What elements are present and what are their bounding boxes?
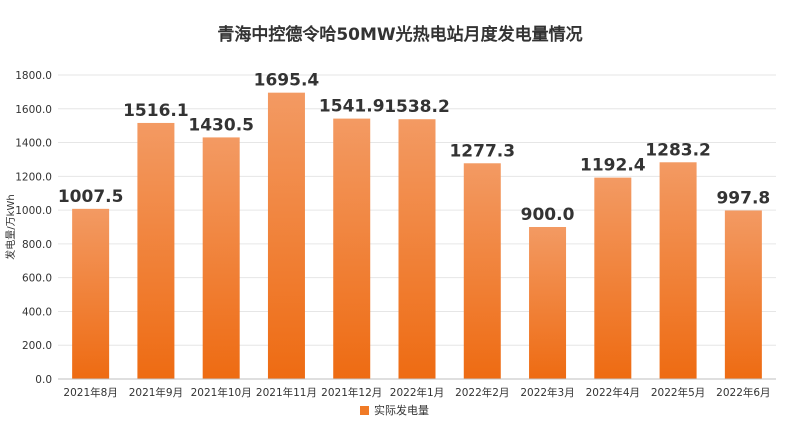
y-tick-label: 0.0 bbox=[35, 374, 52, 386]
x-tick-label: 2021年8月 bbox=[63, 386, 117, 399]
y-tick-label: 1800.0 bbox=[15, 70, 52, 82]
data-label: 1007.5 bbox=[58, 187, 124, 207]
x-tick-label: 2022年4月 bbox=[586, 386, 640, 399]
bar bbox=[659, 162, 697, 379]
legend: 实际发电量 bbox=[360, 403, 429, 417]
data-label: 1277.3 bbox=[449, 141, 515, 161]
data-label: 1541.9 bbox=[319, 97, 385, 117]
x-axis-ticks: 2021年8月 2021年9月 2021年10月 2021年11月 2021年12月 20… bbox=[63, 386, 770, 399]
bar bbox=[398, 119, 436, 379]
bar bbox=[594, 177, 632, 379]
x-tick-label: 2021年10月 bbox=[191, 386, 252, 399]
y-tick-label: 200.0 bbox=[22, 340, 52, 352]
bar bbox=[724, 210, 762, 379]
bar bbox=[72, 208, 110, 379]
x-tick-label: 2022年5月 bbox=[651, 386, 705, 399]
data-label: 1516.1 bbox=[123, 101, 189, 121]
x-tick-label: 2022年6月 bbox=[716, 386, 770, 399]
y-axis-ticks: 0.0 200.0 400.0 600.0 800.0 1000.0 1200.0 1400.… bbox=[15, 70, 52, 386]
bar bbox=[137, 122, 175, 379]
x-tick-label: 2022年3月 bbox=[520, 386, 574, 399]
data-label: 1192.4 bbox=[580, 156, 646, 176]
y-tick-label: 1400.0 bbox=[15, 138, 52, 150]
bar bbox=[267, 92, 305, 380]
y-tick-label: 1000.0 bbox=[15, 205, 52, 217]
y-tick-label: 400.0 bbox=[22, 306, 52, 318]
bar bbox=[202, 137, 240, 379]
bars bbox=[72, 92, 762, 380]
data-label: 997.8 bbox=[716, 188, 770, 208]
data-label: 1283.2 bbox=[645, 140, 711, 160]
legend-label: 实际发电量 bbox=[374, 403, 429, 417]
data-label: 1695.4 bbox=[254, 71, 320, 91]
y-tick-label: 800.0 bbox=[22, 239, 52, 251]
x-tick-label: 2022年1月 bbox=[390, 386, 444, 399]
data-label: 1430.5 bbox=[188, 115, 254, 135]
y-tick-label: 1600.0 bbox=[15, 104, 52, 116]
bar bbox=[529, 227, 567, 379]
chart-title: 青海中控德令哈50MW光热电站月度发电量情况 bbox=[217, 24, 582, 45]
y-axis-label: 发电量/万kWh bbox=[4, 194, 17, 259]
y-tick-label: 600.0 bbox=[22, 273, 52, 285]
x-tick-label: 2021年9月 bbox=[129, 386, 183, 399]
bar bbox=[333, 118, 371, 380]
x-tick-label: 2021年11月 bbox=[256, 386, 317, 399]
x-tick-label: 2022年2月 bbox=[455, 386, 509, 399]
x-tick-label: 2021年12月 bbox=[321, 386, 382, 399]
legend-swatch bbox=[360, 406, 369, 415]
bar bbox=[463, 163, 501, 379]
y-tick-label: 1200.0 bbox=[15, 171, 52, 183]
data-label: 900.0 bbox=[521, 205, 575, 225]
data-label: 1538.2 bbox=[384, 97, 450, 117]
